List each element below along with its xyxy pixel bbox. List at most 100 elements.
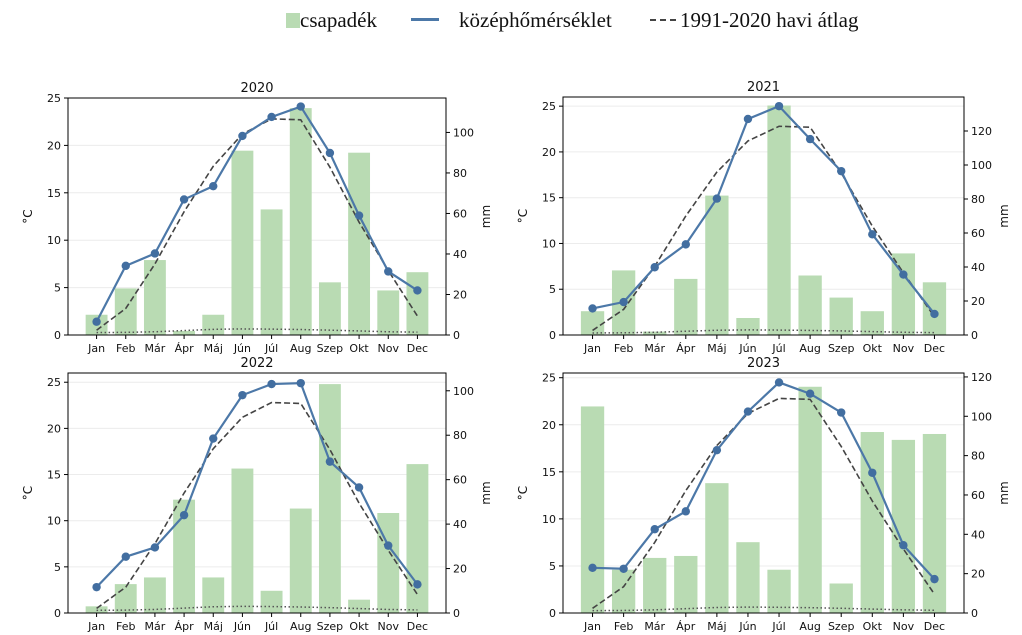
legend-swatch-line-icon xyxy=(411,18,439,21)
y2-tick-label: 60 xyxy=(971,227,985,240)
y-tick-label: 5 xyxy=(54,282,61,295)
x-tick-label-Aug: Aug xyxy=(290,342,311,355)
precip-bar-Feb xyxy=(611,569,636,613)
precip-bar-Jún xyxy=(736,542,760,613)
chart-title: 2020 xyxy=(240,81,273,96)
x-tick-label-Okt: Okt xyxy=(349,342,369,355)
y2-tick-label: 100 xyxy=(453,126,474,139)
precip-bar-Feb xyxy=(114,288,137,335)
y2-tick-label: 60 xyxy=(453,474,467,487)
precip-bar-Jan xyxy=(580,311,605,335)
y2-tick-label: 20 xyxy=(971,295,985,308)
x-tick-label-Dec: Dec xyxy=(924,342,945,355)
y2-tick-label: 80 xyxy=(971,193,985,206)
precip-bar-Júl xyxy=(260,209,283,335)
x-tick-label-Máj: Máj xyxy=(707,620,726,633)
precip-bar-Jún xyxy=(736,318,760,335)
precip-bar-Nov xyxy=(891,253,916,335)
temp-point-Jan xyxy=(588,304,597,313)
y-tick-label: 15 xyxy=(542,192,556,205)
plot-frame xyxy=(562,96,965,336)
temp-point-Aug xyxy=(805,389,815,398)
temp-point-Júl xyxy=(774,101,784,111)
x-tick-label-Jún: Jún xyxy=(233,342,251,355)
chart-panel-2023: 2023 0 5 10 15 20 25 0 20 40 60 80 100 120 Jan Feb Már Áp… xyxy=(516,356,1011,633)
y2-tick-label: 0 xyxy=(453,607,460,620)
precip-bar-Máj xyxy=(202,314,225,335)
legend-swatch-bar-icon xyxy=(286,13,300,28)
temp-line xyxy=(592,104,936,315)
x-tick-label-Aug: Aug xyxy=(290,620,311,633)
legend-item-temperature: középhőmérséklet xyxy=(411,8,612,33)
x-tick-label-Már: Már xyxy=(644,342,665,355)
precip-bar-Máj xyxy=(705,195,729,335)
y-tick-label: 0 xyxy=(549,329,556,342)
temp-point-Feb xyxy=(619,564,628,573)
x-tick-label-Jún: Jún xyxy=(738,620,756,633)
x-tick-label-Ápr: Ápr xyxy=(175,620,195,633)
y-tick-label: 20 xyxy=(47,139,61,152)
precip-bar-Szep xyxy=(829,583,853,613)
temp-point-Máj xyxy=(209,181,218,191)
temp-point-Nov xyxy=(899,270,908,279)
chart-panel-2020: 2020 0 5 10 15 20 25 0 20 40 60 80 100 Jan Feb Már Ápr Má… xyxy=(21,81,493,355)
chart-title: 2023 xyxy=(747,356,780,371)
temp-point-Szep xyxy=(325,457,335,466)
x-tick-label-Ápr: Ápr xyxy=(175,342,195,355)
x-tick-label-Júl: Júl xyxy=(264,342,278,355)
avg-precip-line xyxy=(96,328,418,334)
temp-point-Már xyxy=(150,249,160,258)
temp-point-Júl xyxy=(267,112,276,122)
x-tick-label-Júl: Júl xyxy=(771,620,785,633)
temp-point-Ápr xyxy=(681,240,690,249)
x-tick-label-Már: Már xyxy=(145,620,166,633)
temp-point-Jún xyxy=(743,407,753,416)
y2-tick-label: 80 xyxy=(971,450,985,463)
y2-tick-label: 80 xyxy=(453,167,467,180)
avg-temp-line xyxy=(592,397,936,609)
precip-bar-Már xyxy=(643,331,667,335)
y2-axis-label: mm xyxy=(997,481,1011,504)
x-tick-label-Jan: Jan xyxy=(87,620,105,633)
precip-bar-Aug xyxy=(798,275,822,335)
precip-bar-Nov xyxy=(377,290,400,335)
precip-bar-Ápr xyxy=(173,330,196,335)
x-tick-label-Nov: Nov xyxy=(893,342,915,355)
y-tick-label: 25 xyxy=(47,92,61,105)
y-tick-label: 0 xyxy=(549,607,556,620)
x-tick-label-Máj: Máj xyxy=(204,620,223,633)
precip-bar-Már xyxy=(143,260,166,335)
temp-point-Nov xyxy=(899,541,908,550)
legend-item-average: 1991-2020 havi átlag xyxy=(650,8,858,33)
legend-label-temperature: középhőmérséklet xyxy=(459,8,612,32)
y-axis-label: °C xyxy=(516,209,530,223)
precip-bar-Aug xyxy=(289,108,312,335)
x-tick-label-Feb: Feb xyxy=(614,620,633,633)
precip-bar-Nov xyxy=(377,513,400,613)
y2-tick-label: 0 xyxy=(971,329,978,342)
temp-point-Jún xyxy=(238,390,247,400)
temp-line xyxy=(592,381,936,580)
temp-point-Már xyxy=(650,263,659,272)
precip-bar-Aug xyxy=(289,508,312,613)
x-tick-label-Jan: Jan xyxy=(583,620,601,633)
x-tick-label-Nov: Nov xyxy=(378,620,400,633)
x-tick-label-Nov: Nov xyxy=(378,342,400,355)
precip-bar-Ápr xyxy=(674,555,698,613)
chart-panel-2021: 2021 0 5 10 15 20 25 0 20 40 60 80 100 120 Jan Feb Már Áp… xyxy=(516,80,1011,355)
temp-point-Máj xyxy=(209,434,218,443)
y-tick-label: 5 xyxy=(54,561,61,574)
x-tick-label-Jún: Jún xyxy=(233,620,251,633)
temp-point-Aug xyxy=(805,134,815,144)
precip-bar-Okt xyxy=(348,152,371,335)
y2-tick-label: 40 xyxy=(453,518,467,531)
y-tick-label: 15 xyxy=(542,466,556,479)
x-tick-label-Ápr: Ápr xyxy=(676,342,696,355)
x-tick-label-Okt: Okt xyxy=(863,620,883,633)
temp-point-Feb xyxy=(121,552,130,561)
y-tick-label: 20 xyxy=(542,419,556,432)
temp-point-Feb xyxy=(121,261,130,270)
y-tick-label: 5 xyxy=(549,560,556,573)
y-tick-label: 25 xyxy=(47,376,61,389)
y2-tick-label: 20 xyxy=(453,563,467,576)
